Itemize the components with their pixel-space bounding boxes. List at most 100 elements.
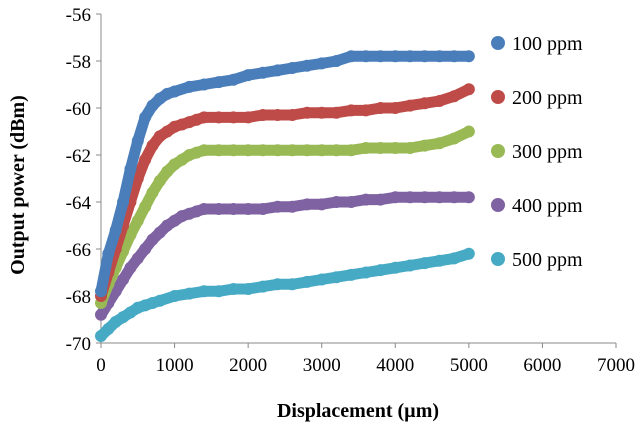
y-tick-label: -68 — [66, 287, 91, 308]
data-point — [242, 111, 255, 124]
y-tick-label: -56 — [66, 5, 91, 26]
legend-label: 500 ppm — [512, 249, 583, 271]
data-point — [256, 66, 269, 79]
legend-label: 400 ppm — [512, 195, 583, 217]
data-point — [271, 109, 284, 122]
series-layer — [95, 50, 475, 342]
data-point — [124, 228, 137, 241]
data-point — [168, 290, 181, 302]
data-point — [198, 144, 210, 157]
data-point — [462, 247, 475, 260]
data-point — [345, 50, 358, 63]
data-point — [153, 294, 166, 307]
data-point — [227, 73, 240, 86]
data-point — [212, 111, 225, 124]
data-point — [256, 280, 269, 293]
data-point — [301, 198, 313, 211]
legend-label: 200 ppm — [512, 87, 583, 109]
data-point — [359, 50, 372, 63]
y-tick-label: -58 — [66, 52, 91, 73]
data-point — [345, 196, 358, 208]
legend-marker — [491, 144, 505, 158]
x-tick-label: 3000 — [303, 355, 341, 376]
series-200-ppm — [95, 83, 475, 302]
data-point — [433, 94, 446, 107]
data-point — [271, 64, 284, 77]
data-point — [374, 50, 387, 63]
series-100-ppm — [95, 50, 475, 298]
legend-marker — [491, 36, 505, 50]
data-point — [212, 144, 225, 157]
x-tick-label: 5000 — [450, 355, 488, 376]
data-point — [301, 275, 313, 288]
data-point — [389, 141, 402, 154]
data-point — [345, 268, 358, 281]
x-tick-label: 2000 — [229, 355, 267, 376]
data-point — [256, 203, 269, 216]
data-point — [301, 59, 313, 72]
data-point — [315, 144, 328, 157]
data-point — [359, 141, 372, 154]
data-point — [359, 193, 372, 206]
data-point — [286, 144, 299, 157]
data-point — [242, 203, 255, 216]
data-point — [146, 139, 159, 152]
data-point — [374, 193, 387, 206]
data-point — [389, 261, 402, 274]
data-point — [315, 57, 328, 70]
data-point — [404, 191, 416, 204]
data-point — [404, 50, 416, 63]
data-point — [131, 252, 144, 265]
data-point — [139, 200, 152, 213]
data-point — [227, 203, 240, 216]
data-point — [256, 144, 269, 157]
y-tick-label: -70 — [66, 334, 91, 355]
data-point — [359, 266, 372, 279]
data-point — [212, 285, 225, 298]
data-point — [286, 200, 299, 213]
data-point — [139, 153, 152, 166]
data-point — [286, 62, 299, 75]
data-point — [256, 109, 269, 122]
data-point — [315, 273, 328, 286]
data-point — [139, 111, 152, 124]
data-point — [198, 203, 210, 216]
data-point — [242, 144, 255, 157]
y-tick-label: -60 — [66, 99, 91, 120]
series-500-ppm — [95, 247, 475, 342]
data-point — [345, 104, 358, 117]
legend-label: 300 ppm — [512, 141, 583, 163]
data-point — [330, 55, 343, 67]
data-point — [418, 50, 431, 63]
legend: 100 ppm 200 ppm 300 ppm 400 ppm 500 ppm — [491, 33, 583, 271]
data-point — [242, 282, 255, 295]
data-point — [168, 85, 181, 98]
data-point — [124, 163, 137, 176]
data-point — [227, 111, 240, 124]
data-point — [433, 137, 446, 150]
data-point — [95, 308, 107, 321]
data-point — [95, 285, 107, 298]
data-point — [301, 106, 313, 119]
data-point — [448, 191, 461, 204]
data-point — [117, 273, 130, 286]
data-point — [227, 282, 240, 295]
data-point — [286, 109, 299, 122]
data-point — [359, 104, 372, 117]
data-point — [448, 252, 461, 265]
data-point — [271, 200, 284, 213]
data-point — [139, 243, 152, 255]
series-400-ppm — [95, 191, 475, 321]
data-point — [418, 139, 431, 152]
legend-marker — [491, 252, 505, 266]
data-point — [374, 102, 387, 114]
y-tick-label: -66 — [66, 240, 91, 261]
x-tick-label: 0 — [96, 355, 106, 376]
data-point — [330, 106, 343, 119]
data-point — [448, 50, 461, 63]
data-point — [462, 125, 475, 138]
data-point — [183, 287, 196, 300]
data-point — [212, 76, 225, 89]
data-point — [404, 259, 416, 272]
data-point — [418, 97, 431, 110]
